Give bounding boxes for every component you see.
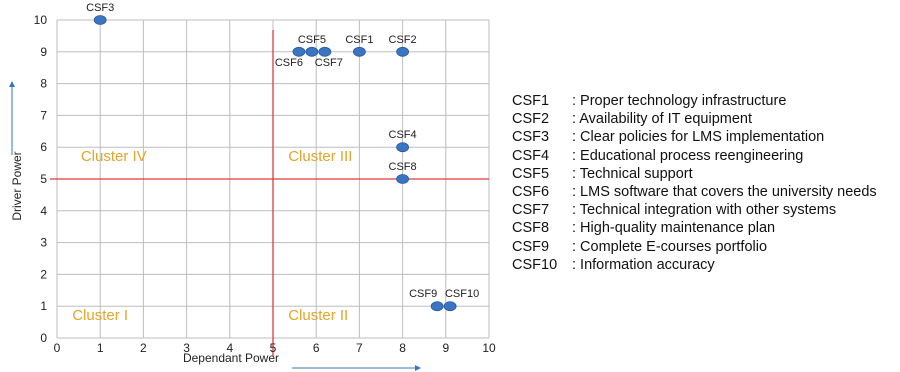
data-point-csf3 <box>93 15 107 25</box>
x-tick-label: 4 <box>226 341 233 355</box>
data-point-csf9 <box>430 301 444 312</box>
legend-item: CSF5 : Technical support <box>512 165 877 183</box>
y-tick-label: 6 <box>40 140 47 154</box>
axis-titles: Dependant Power Driver Power <box>9 81 421 371</box>
legend: CSF1: Proper technology infrastructure CS… <box>512 92 877 274</box>
legend-text: : Technical support <box>572 165 693 182</box>
cluster-label: Cluster III <box>288 148 352 165</box>
legend-text: : Proper technology infrastructure <box>572 93 787 109</box>
legend-item: CSF2 : Availability of IT equipment <box>512 110 877 128</box>
legend-code: CSF4 <box>512 147 550 164</box>
y-tick-label: 8 <box>40 77 47 91</box>
point-label-csf9: CSF9 <box>409 288 437 300</box>
axis-ticks: 0 1 2 3 4 5 6 7 8 9 10 0 1 2 3 4 5 6 7 8 9 10 <box>34 13 496 355</box>
x-tick-label: 0 <box>54 341 61 355</box>
x-tick-label: 3 <box>183 341 190 355</box>
x-axis-title: Dependant Power <box>183 351 279 365</box>
x-tick-label: 1 <box>97 341 104 355</box>
point-label-csf7: CSF7 <box>315 57 343 69</box>
data-point-csf10 <box>443 301 457 312</box>
y-tick-label: 5 <box>40 172 47 186</box>
legend-item: CSF6 : LMS software that covers the unive… <box>512 183 877 201</box>
legend-item: CSF8 : High-quality maintenance plan <box>512 219 877 237</box>
cluster-label: Cluster IV <box>81 148 147 165</box>
legend-text: : Clear policies for LMS implementation <box>572 129 825 146</box>
legend-code: CSF3 <box>512 129 550 146</box>
data-points: CSF1 CSF2 CSF3 CSF4 CSF5 CSF6 CSF7 CSF8 CSF9 CSF1… <box>86 2 479 312</box>
legend-code: CSF9 <box>512 238 550 255</box>
x-tick-label: 10 <box>482 341 496 355</box>
y-axis-title: Driver Power <box>10 151 24 220</box>
data-point-csf7 <box>318 46 332 57</box>
y-tick-label: 7 <box>40 108 47 122</box>
x-tick-label: 6 <box>313 341 320 355</box>
cluster-label: Cluster II <box>288 307 348 324</box>
legend-text: : Information accuracy <box>572 256 715 273</box>
legend-item: CSF4 : Educational process reengineering <box>512 147 877 165</box>
legend-item: CSF9 : Complete E-courses portfolio <box>512 238 877 256</box>
y-tick-label: 4 <box>40 204 47 218</box>
legend-text: : High-quality maintenance plan <box>572 220 776 237</box>
point-label-csf3: CSF3 <box>86 2 114 14</box>
data-point-csf5 <box>305 46 319 57</box>
data-point-csf8 <box>396 174 410 184</box>
y-tick-label: 2 <box>40 267 47 281</box>
legend-code: CSF2 <box>512 111 550 128</box>
x-tick-label: 8 <box>399 341 406 355</box>
cluster-labels: Cluster IV Cluster III Cluster I Cluster II <box>72 148 352 324</box>
point-label-csf8: CSF8 <box>389 161 417 173</box>
legend-item: CSF10 : Information accuracy <box>512 256 877 274</box>
legend-code: CSF8 <box>512 220 550 237</box>
legend-text: : Technical integration with other syste… <box>572 202 837 219</box>
cluster-dividers <box>50 30 489 356</box>
data-point-csf4 <box>396 142 410 153</box>
data-point-csf1 <box>352 46 366 57</box>
y-tick-label: 1 <box>40 299 47 313</box>
point-label-csf5: CSF5 <box>298 34 326 46</box>
legend-item: CSF7 : Technical integration with other s… <box>512 201 877 219</box>
legend-code: CSF5 <box>512 165 550 182</box>
legend-code: CSF7 <box>512 202 550 219</box>
x-tick-label: 9 <box>442 341 449 355</box>
legend-item: CSF1 : Proper technology infrastructure <box>512 92 877 110</box>
y-tick-label: 10 <box>34 13 48 27</box>
legend-code: CSF10 <box>512 256 558 273</box>
point-label-csf10: CSF10 <box>445 288 479 300</box>
legend-text: : LMS software that covers the universit… <box>572 184 877 201</box>
x-tick-label: 7 <box>356 341 363 355</box>
legend-text: : Availability of IT equipment <box>572 111 753 128</box>
cluster-label: Cluster I <box>72 307 128 324</box>
x-tick-label: 2 <box>140 341 147 355</box>
point-label-csf4: CSF4 <box>389 129 417 141</box>
y-tick-label: 0 <box>40 331 47 345</box>
data-point-csf2 <box>396 46 410 57</box>
x-tick-label: 5 <box>270 341 277 355</box>
legend-code: CSF6 <box>512 184 550 201</box>
point-label-csf1: CSF1 <box>345 34 373 46</box>
legend-text: : Complete E-courses portfolio <box>572 238 768 255</box>
legend-text: : Educational process reengineering <box>572 147 804 164</box>
legend-item: CSF3 : Clear policies for LMS implementat… <box>512 128 877 146</box>
legend-code: CSF1 <box>512 93 550 109</box>
data-point-csf6 <box>292 46 306 57</box>
y-tick-label: 9 <box>40 45 47 59</box>
point-label-csf6: CSF6 <box>275 57 303 69</box>
y-tick-label: 3 <box>40 236 47 250</box>
point-label-csf2: CSF2 <box>389 34 417 46</box>
